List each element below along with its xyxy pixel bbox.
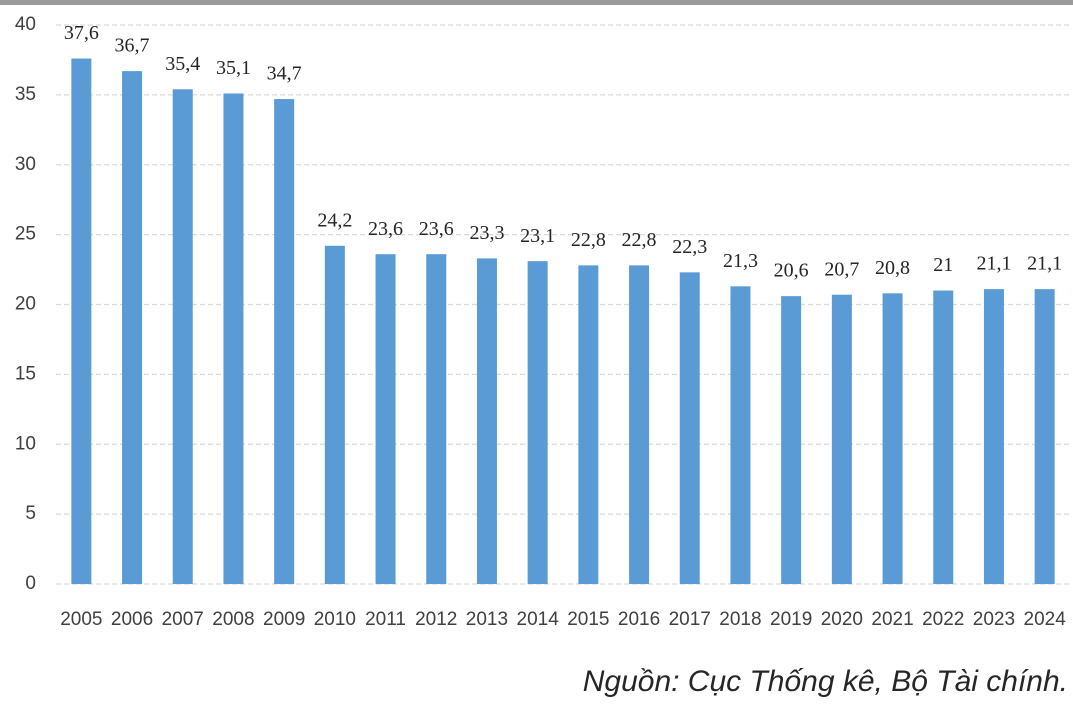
value-label: 35,1 xyxy=(216,57,251,79)
x-tick-label: 2024 xyxy=(1024,609,1067,630)
x-tick-label: 2009 xyxy=(263,609,305,630)
x-tick-label: 2014 xyxy=(517,609,560,630)
x-tick-label: 2006 xyxy=(111,609,153,630)
value-label: 21,1 xyxy=(1027,253,1062,275)
value-label: 21 xyxy=(933,254,953,276)
bar xyxy=(933,290,954,584)
y-tick-label: 0 xyxy=(25,573,36,594)
bar xyxy=(831,294,852,584)
value-label: 23,6 xyxy=(368,218,403,240)
y-tick-label: 20 xyxy=(15,294,36,315)
y-tick-label: 25 xyxy=(15,224,36,245)
bar xyxy=(172,89,193,584)
x-tick-label: 2019 xyxy=(770,609,812,630)
bar xyxy=(781,296,802,584)
bar xyxy=(71,58,92,585)
bar xyxy=(527,261,548,584)
x-tick-label: 2023 xyxy=(973,609,1015,630)
y-tick-label: 30 xyxy=(15,154,36,175)
x-tick-label: 2011 xyxy=(365,609,406,630)
x-tick-label: 2005 xyxy=(60,609,102,630)
bar xyxy=(274,99,295,584)
x-tick-label: 2007 xyxy=(162,609,204,630)
y-tick-label: 35 xyxy=(15,84,36,105)
y-tick-label: 40 xyxy=(15,14,36,35)
value-label: 34,7 xyxy=(267,63,302,85)
x-tick-label: 2016 xyxy=(618,609,660,630)
bar xyxy=(730,286,751,584)
x-tick-label: 2022 xyxy=(922,609,964,630)
x-tick-label: 2008 xyxy=(212,609,254,630)
value-label: 20,7 xyxy=(824,258,859,280)
value-label: 22,8 xyxy=(622,229,657,251)
value-label: 36,7 xyxy=(115,35,150,57)
value-label: 23,3 xyxy=(469,222,504,244)
x-tick-label: 2015 xyxy=(567,609,609,630)
bar xyxy=(476,258,497,584)
value-label: 23,6 xyxy=(419,218,454,240)
x-tick-label: 2017 xyxy=(669,609,711,630)
value-label: 35,4 xyxy=(165,53,200,75)
x-tick-label: 2013 xyxy=(466,609,508,630)
x-tick-label: 2021 xyxy=(871,609,913,630)
top-border xyxy=(0,0,1073,5)
value-label: 23,1 xyxy=(520,225,555,247)
value-label: 37,6 xyxy=(64,22,99,44)
bar xyxy=(324,245,345,584)
value-label: 20,8 xyxy=(875,257,910,279)
bar xyxy=(629,265,650,584)
bar xyxy=(983,289,1004,584)
x-tick-label: 2010 xyxy=(314,609,356,630)
value-label: 20,6 xyxy=(774,260,809,282)
bar xyxy=(1034,289,1055,584)
x-tick-label: 2012 xyxy=(415,609,457,630)
value-label: 21,3 xyxy=(723,250,758,272)
bar xyxy=(122,71,143,585)
bar xyxy=(679,272,700,584)
source-note: Nguồn: Cục Thống kê, Bộ Tài chính. xyxy=(583,665,1068,698)
y-tick-label: 5 xyxy=(25,503,36,524)
value-label: 21,1 xyxy=(976,253,1011,275)
value-label: 22,3 xyxy=(672,236,707,258)
y-tick-label: 15 xyxy=(15,363,36,384)
value-label: 22,8 xyxy=(571,229,606,251)
bar xyxy=(223,93,244,584)
bar xyxy=(882,293,903,584)
x-tick-label: 2020 xyxy=(821,609,863,630)
value-label: 24,2 xyxy=(317,209,352,231)
bar xyxy=(375,254,396,584)
bar xyxy=(578,265,599,584)
y-tick-label: 10 xyxy=(15,433,36,454)
x-tick-label: 2018 xyxy=(719,609,761,630)
bar xyxy=(426,254,447,584)
